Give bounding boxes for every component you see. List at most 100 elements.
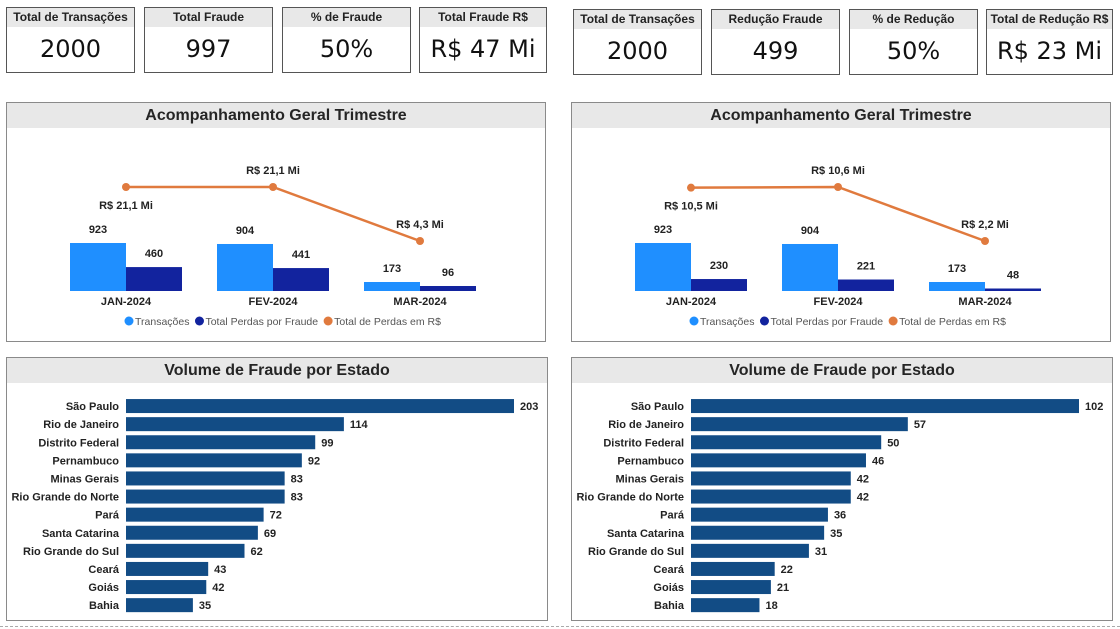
kpi-card-percent-reducao: % de Redução 50%: [849, 9, 978, 75]
bar: [126, 471, 285, 486]
bottom-divider: [0, 626, 1120, 627]
bar: [985, 288, 1041, 291]
data-label: 69: [264, 528, 276, 540]
x-tick-label: FEV-2024: [249, 296, 299, 308]
data-label: 36: [834, 510, 846, 522]
kpi-card-total-fraude: Total Fraude 997: [144, 7, 273, 73]
kpi-card-total-fraude-rs: Total Fraude R$ R$ 47 Mi: [419, 7, 547, 73]
data-label: 42: [857, 492, 869, 504]
chart-title: Volume de Fraude por Estado: [7, 358, 547, 383]
x-tick-label: JAN-2024: [666, 296, 717, 308]
kpi-value: 2000: [606, 37, 669, 65]
category-label: Minas Gerais: [51, 473, 119, 485]
data-label: 22: [781, 564, 793, 576]
bar: [691, 471, 851, 486]
data-label: 50: [887, 437, 899, 449]
kpi-value: 50%: [886, 37, 941, 65]
line-data-label: R$ 10,5 Mi: [664, 201, 718, 213]
data-label: 72: [270, 510, 282, 522]
series-line: [690, 185, 986, 243]
bar: [126, 561, 209, 576]
category-label: Santa Catarina: [42, 528, 120, 540]
legend-marker: [888, 316, 898, 326]
data-label: 173: [948, 263, 966, 275]
bar: [691, 561, 775, 576]
line-point: [269, 183, 277, 191]
bar: [691, 399, 1079, 414]
kpi-value: 2000: [39, 35, 102, 63]
line-point: [687, 183, 695, 192]
bar: [691, 453, 866, 468]
line-data-label: R$ 4,3 Mi: [396, 219, 444, 231]
kpi-title: % de Redução: [850, 10, 977, 29]
legend-label: Total de Perdas em R$: [334, 316, 441, 328]
quarter-chart-right: 923 230 JAN-2024 904 221 FEV-2024 173 48 MAR-202…: [635, 165, 1041, 328]
legend-marker: [124, 316, 134, 326]
chart-title: Acompanhamento Geral Trimestre: [7, 103, 545, 128]
bar: [126, 453, 302, 468]
bar: [126, 489, 285, 504]
category-label: Rio Grande do Norte: [576, 492, 684, 504]
category-label: Rio de Janeiro: [608, 419, 684, 431]
kpi-card-total-transacoes: Total de Transações 2000: [6, 7, 135, 73]
bar: [691, 507, 828, 522]
bar: [691, 543, 809, 558]
bar: [691, 279, 747, 291]
chart-title: Volume de Fraude por Estado: [572, 358, 1112, 383]
bar: [782, 243, 838, 291]
line-data-label: R$ 21,1 Mi: [246, 165, 300, 177]
data-label: 923: [654, 224, 672, 236]
x-tick-label: MAR-2024: [958, 296, 1012, 308]
bar: [126, 417, 344, 432]
legend-label: Total de Perdas em R$: [899, 316, 1006, 328]
bar: [691, 580, 771, 595]
kpi-value: 50%: [319, 35, 374, 63]
category-label: Ceará: [653, 564, 684, 576]
bar: [691, 489, 851, 504]
category-label: Rio Grande do Norte: [11, 492, 119, 504]
data-label: 62: [251, 546, 263, 558]
category-label: São Paulo: [66, 401, 119, 413]
kpi-card-reducao-fraude: Redução Fraude 499: [711, 9, 840, 75]
legend-label: Total Perdas por Fraude: [205, 316, 318, 328]
chart-title: Acompanhamento Geral Trimestre: [572, 103, 1110, 128]
bar: [838, 279, 894, 291]
bar: [126, 580, 207, 595]
bar: [126, 435, 316, 450]
bar: [273, 268, 329, 291]
state-panel-right: Volume de Fraude por Estado São Paulo 102…: [571, 357, 1113, 621]
category-label: Pernambuco: [52, 455, 119, 467]
data-label: 460: [145, 248, 163, 260]
state-chart-left: São Paulo 203 Rio de Janeiro 114 Distrito Fe…: [11, 399, 538, 613]
data-label: 221: [857, 261, 875, 273]
category-label: Rio Grande do Sul: [588, 546, 684, 558]
data-label: 96: [442, 267, 454, 279]
data-label: 42: [857, 473, 869, 485]
line-point: [981, 237, 989, 245]
bar: [126, 399, 514, 414]
series-line: [126, 185, 421, 243]
category-label: Goiás: [88, 582, 119, 594]
bar: [635, 243, 691, 291]
kpi-title: % de Fraude: [283, 8, 410, 27]
state-chart-right: São Paulo 102 Rio de Janeiro 57 Distrito Fed…: [576, 399, 1103, 613]
data-label: 102: [1085, 401, 1103, 413]
data-label: 46: [872, 455, 884, 467]
bar: [691, 435, 882, 450]
bar: [126, 267, 182, 291]
line-point: [122, 183, 130, 191]
category-label: Ceará: [88, 564, 119, 576]
x-tick-label: FEV-2024: [814, 296, 864, 308]
bar: [691, 598, 760, 613]
data-label: 83: [291, 473, 303, 485]
line-point: [834, 183, 842, 191]
line-data-label: R$ 2,2 Mi: [961, 219, 1009, 231]
x-tick-label: MAR-2024: [393, 296, 447, 308]
bar: [126, 543, 245, 558]
bar: [691, 417, 908, 432]
legend-label: Transações: [135, 316, 189, 328]
data-label: 114: [350, 419, 369, 431]
state-panel-left: Volume de Fraude por Estado São Paulo 203…: [6, 357, 548, 621]
bar: [420, 286, 476, 291]
legend-marker: [689, 316, 699, 326]
